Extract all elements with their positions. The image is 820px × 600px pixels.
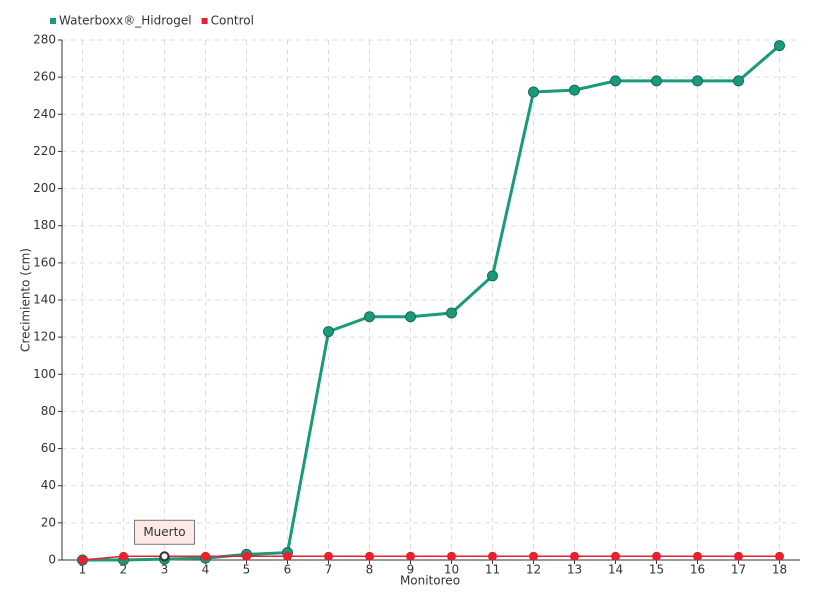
data-point bbox=[774, 40, 785, 52]
x-tick-label: 9 bbox=[407, 563, 415, 577]
data-point bbox=[201, 551, 210, 561]
data-point bbox=[487, 270, 498, 282]
data-point bbox=[569, 84, 580, 96]
data-point bbox=[692, 75, 703, 87]
x-tick-label: 7 bbox=[325, 563, 333, 577]
y-tick-label: 160 bbox=[33, 255, 56, 269]
data-point bbox=[734, 551, 743, 561]
data-point bbox=[610, 75, 621, 87]
y-tick-label: 280 bbox=[33, 33, 56, 47]
x-tick-label: 16 bbox=[690, 563, 705, 577]
y-tick-label: 240 bbox=[33, 107, 56, 121]
y-tick-label: 120 bbox=[33, 330, 56, 344]
y-tick-label: 220 bbox=[33, 144, 56, 158]
data-point bbox=[528, 86, 539, 98]
data-point bbox=[529, 551, 538, 561]
data-point bbox=[652, 551, 661, 561]
x-tick-label: 15 bbox=[649, 563, 664, 577]
data-point bbox=[323, 326, 334, 338]
legend-swatch bbox=[201, 18, 208, 24]
data-point bbox=[611, 551, 620, 561]
legend-label: Waterboxx®_Hidrogel bbox=[59, 14, 192, 28]
x-tick-label: 5 bbox=[243, 563, 251, 577]
series-line bbox=[82, 44, 781, 562]
y-tick-label: 100 bbox=[33, 367, 56, 381]
y-tick-label: 200 bbox=[33, 181, 56, 195]
data-point bbox=[446, 307, 457, 319]
x-axis-label: Monitoreo bbox=[400, 574, 460, 588]
y-tick-label: 40 bbox=[41, 478, 56, 492]
x-tick-label: 11 bbox=[485, 563, 500, 577]
data-point bbox=[365, 551, 374, 561]
legend-label: Control bbox=[211, 14, 254, 28]
x-tick-label: 6 bbox=[284, 563, 292, 577]
series-line bbox=[82, 555, 780, 561]
legend-swatch bbox=[50, 18, 56, 24]
y-tick-label: 180 bbox=[33, 218, 56, 232]
data-point bbox=[447, 551, 456, 561]
x-tick-label: 18 bbox=[772, 563, 787, 577]
data-point bbox=[324, 551, 333, 561]
x-tick-label: 10 bbox=[444, 563, 459, 577]
data-point bbox=[733, 75, 744, 87]
data-point bbox=[78, 555, 87, 565]
data-point bbox=[242, 551, 251, 561]
x-tick-label: 3 bbox=[161, 563, 169, 577]
data-point bbox=[283, 551, 292, 561]
y-tick-label: 140 bbox=[33, 293, 56, 307]
data-point bbox=[693, 551, 702, 561]
data-point bbox=[570, 551, 579, 561]
y-tick-label: 0 bbox=[48, 553, 56, 567]
x-tick-label: 1 bbox=[79, 563, 87, 577]
x-tick-label: 4 bbox=[202, 563, 210, 577]
y-axis-label: Crecimiento (cm) bbox=[19, 248, 33, 352]
x-tick-label: 8 bbox=[366, 563, 374, 577]
x-tick-label: 13 bbox=[567, 563, 582, 577]
data-point bbox=[364, 311, 375, 323]
x-tick-label: 14 bbox=[608, 563, 623, 577]
x-tick-label: 17 bbox=[731, 563, 746, 577]
data-point bbox=[119, 551, 128, 561]
data-point bbox=[775, 551, 784, 561]
data-point bbox=[405, 311, 416, 323]
data-point bbox=[651, 75, 662, 87]
data-point bbox=[488, 551, 497, 561]
data-point bbox=[406, 551, 415, 561]
y-tick-label: 20 bbox=[41, 515, 56, 529]
annotation: Muerto bbox=[143, 525, 185, 539]
y-tick-label: 80 bbox=[41, 404, 56, 418]
y-tick-label: 60 bbox=[41, 441, 56, 455]
x-tick-label: 2 bbox=[120, 563, 128, 577]
annotation-box bbox=[134, 519, 195, 545]
x-tick-label: 12 bbox=[526, 563, 541, 577]
y-tick-label: 260 bbox=[33, 70, 56, 84]
data-point bbox=[159, 551, 170, 562]
